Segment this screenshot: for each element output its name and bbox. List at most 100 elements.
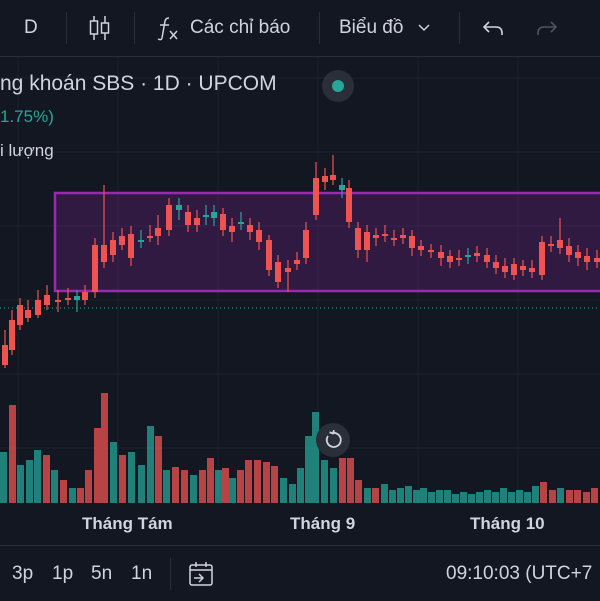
candle-body [382, 234, 388, 236]
volume-bar [500, 488, 507, 503]
volume-bar [549, 490, 556, 503]
undo-icon [482, 21, 503, 35]
candle-body [266, 240, 272, 270]
volume-bar [34, 450, 41, 503]
volume-bar [128, 452, 135, 503]
volume-bar [444, 490, 451, 503]
volume-bar [222, 468, 229, 503]
x-axis-label: Tháng 9 [290, 514, 356, 533]
candle-body [74, 296, 80, 300]
volume-bar [476, 492, 483, 503]
volume-bar [138, 465, 145, 503]
volume-bar [43, 455, 50, 503]
candle-body [330, 175, 336, 180]
candle-body [65, 298, 71, 300]
volume-bar [532, 486, 539, 503]
volume-bar [381, 484, 388, 503]
volume-bar [428, 492, 435, 503]
range-button[interactable]: 3p [12, 562, 34, 584]
goto-date-button[interactable] [187, 546, 215, 601]
volume-bar [163, 470, 170, 503]
volume-bar [271, 466, 278, 503]
volume-bar [172, 467, 179, 503]
candle-body [82, 292, 88, 300]
volume-bar [583, 492, 590, 503]
candle-body [364, 232, 370, 250]
candle-body [35, 300, 41, 315]
redo-button[interactable] [535, 0, 559, 56]
volume-bar [516, 490, 523, 503]
range-button[interactable]: 1p [52, 562, 74, 584]
candle-body [529, 268, 535, 272]
bottom-toolbar: 3p 1p 5n 1n 09:10:03 (UTC+7 [0, 545, 600, 601]
price-chart[interactable] [0, 57, 600, 543]
volume-bar [372, 488, 379, 503]
volume-bar [77, 488, 84, 503]
candle-body [2, 345, 8, 365]
volume-bar [51, 470, 58, 503]
volume-bar [460, 492, 467, 503]
volume-legend: i lượng [0, 141, 54, 160]
candle-body [128, 234, 134, 258]
candle-body [110, 240, 116, 255]
volume-bar [229, 478, 236, 503]
volume-bar [321, 460, 328, 503]
volume-bar [85, 470, 92, 503]
candle-body [584, 256, 590, 262]
volume-bar [110, 442, 117, 503]
volume-bar [101, 393, 108, 503]
range-button[interactable]: 5n [91, 562, 113, 584]
volume-bar [94, 428, 101, 503]
range-button[interactable]: 1n [131, 562, 153, 584]
candle-body [409, 236, 415, 248]
reset-chart-icon [325, 430, 342, 448]
redo-icon [537, 21, 558, 35]
candle-body [346, 188, 352, 222]
volume-bar [190, 475, 197, 503]
volume-bar [297, 468, 304, 503]
candle-body [285, 268, 291, 272]
volume-bar [147, 426, 154, 503]
volume-bar [60, 480, 67, 503]
chart-style-button[interactable] [88, 0, 112, 56]
reset-chart-button[interactable] [316, 423, 350, 457]
candle-body [391, 238, 397, 240]
candle-body [303, 230, 309, 258]
candle-body [548, 244, 554, 246]
indicators-button[interactable]: Các chỉ báo [156, 0, 290, 56]
volume-bar [237, 470, 244, 503]
volume-bar [69, 488, 76, 503]
candle-body [447, 256, 453, 262]
volume-bar [436, 490, 443, 503]
volume-bar [452, 494, 459, 503]
volume-bar [413, 490, 420, 503]
candle-body [355, 228, 361, 250]
interval-button[interactable]: D [24, 0, 38, 56]
undo-button[interactable] [481, 0, 505, 56]
candle-body [229, 226, 235, 232]
volume-bar [355, 480, 362, 503]
volume-bar [181, 470, 188, 503]
volume-bar [397, 488, 404, 503]
volume-bar [280, 478, 287, 503]
candle-body [493, 262, 499, 268]
chart-type-label: Biểu đồ [339, 17, 404, 38]
candle-body [44, 295, 50, 305]
volume-bar [389, 490, 396, 503]
volume-bar [468, 494, 475, 503]
clock-timezone[interactable]: 09:10:03 (UTC+7 [446, 562, 593, 584]
price-change: 1.75%) [0, 107, 54, 126]
candle-body [484, 255, 490, 262]
market-status-button[interactable] [322, 70, 354, 102]
volume-bar [215, 470, 222, 503]
volume-bar [540, 482, 547, 503]
volume-bar [289, 484, 296, 503]
candle-body [25, 310, 31, 318]
status-dot-icon [332, 80, 344, 92]
candle-body [9, 320, 15, 350]
volume-bar [9, 405, 16, 503]
chevron-down-icon [418, 24, 430, 32]
candle-body [203, 215, 209, 217]
chart-type-button[interactable]: Biểu đồ [339, 0, 431, 56]
volume-bar [492, 492, 499, 503]
